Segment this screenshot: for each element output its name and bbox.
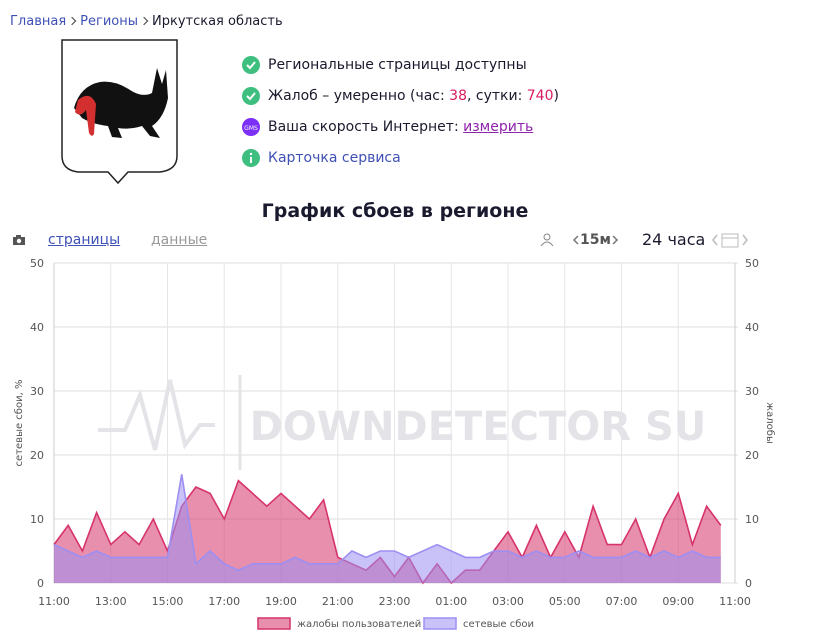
status-text: Региональные страницы доступны: [268, 57, 527, 73]
y-tick-label: 20: [30, 449, 44, 462]
x-tick-label: 17:00: [208, 595, 240, 608]
y2-tick-label: 40: [745, 321, 759, 334]
y2-tick-label: 50: [745, 257, 759, 270]
x-tick-label: 15:00: [152, 595, 184, 608]
line: [53, 479, 722, 585]
legend-swatch: [257, 617, 291, 630]
status-text: Ваша скорость Интернет:: [268, 119, 464, 135]
y2-tick-label: 0: [745, 577, 752, 590]
user-icon[interactable]: [540, 233, 554, 247]
y2-tick-label: 10: [745, 513, 759, 526]
line: [53, 474, 721, 572]
tab-pages[interactable]: страницы: [48, 232, 121, 248]
card-link[interactable]: Карточка сервиса: [268, 150, 401, 166]
y-tick-label: 0: [37, 577, 44, 590]
crumb-link[interactable]: Регионы: [80, 14, 138, 29]
breadcrumbs: Главная Регионы Иркутская область: [10, 14, 283, 29]
x-tick-label: 11:00: [719, 595, 751, 608]
x-tick-label: 11:00: [38, 595, 70, 608]
crumb-current: Иркутская область: [152, 14, 283, 29]
camera-icon[interactable]: [12, 234, 26, 246]
status-text: ): [553, 88, 559, 104]
x-tick-label: 09:00: [662, 595, 694, 608]
x-tick-label: 21:00: [322, 595, 354, 608]
legend-label: сетевые сбои: [463, 619, 534, 630]
interval: 15м: [580, 232, 611, 248]
y-tick-label: 50: [30, 257, 44, 270]
status-text: , сутки:: [467, 88, 527, 104]
x-tick-label: 07:00: [606, 595, 638, 608]
icon-label: GMS: [244, 125, 258, 132]
y-tick-label: 30: [30, 385, 44, 398]
period-switch[interactable]: 24 часа: [642, 230, 751, 249]
status-speed: GMS Ваша скорость Интернет: измерить: [242, 118, 533, 136]
legend-swatch: [423, 617, 457, 630]
area: [54, 480, 721, 583]
x-tick-label: 03:00: [492, 595, 524, 608]
coat-of-arms: [61, 39, 178, 185]
tab-data[interactable]: данные: [151, 232, 208, 248]
day-count: 740: [526, 88, 554, 104]
x-tick-label: 13:00: [95, 595, 127, 608]
period: 24 часа: [642, 230, 706, 249]
x-tick-label: 01:00: [435, 595, 467, 608]
y2-axis-label: жалобы: [764, 402, 775, 444]
hour-count: 38: [449, 88, 467, 104]
status-card: Карточка сервиса: [242, 149, 401, 167]
chart-title: График сбоев в регионе: [261, 200, 529, 222]
y2-tick-label: 20: [745, 449, 759, 462]
watermark: DOWNDETECTOR SU: [250, 404, 707, 450]
crumb-link[interactable]: Главная: [10, 14, 67, 29]
area: [54, 474, 721, 583]
y2-tick-label: 30: [745, 385, 759, 398]
status-complaints: Жалоб – умеренно (час: 38, сутки: 740): [242, 87, 559, 105]
status-pages: Региональные страницы доступны: [242, 56, 527, 74]
y-axis-label: сетевые сбои, %: [14, 380, 25, 467]
x-tick-label: 05:00: [549, 595, 581, 608]
status-text: Жалоб – умеренно (час:: [268, 88, 450, 104]
y-tick-label: 10: [30, 513, 44, 526]
speed-link[interactable]: измерить: [463, 119, 534, 135]
x-tick-label: 23:00: [379, 595, 411, 608]
x-tick-label: 19:00: [265, 595, 297, 608]
y-tick-label: 40: [30, 321, 44, 334]
legend-label: жалобы пользователей: [297, 619, 421, 630]
interval-switch[interactable]: 15м: [572, 232, 619, 248]
